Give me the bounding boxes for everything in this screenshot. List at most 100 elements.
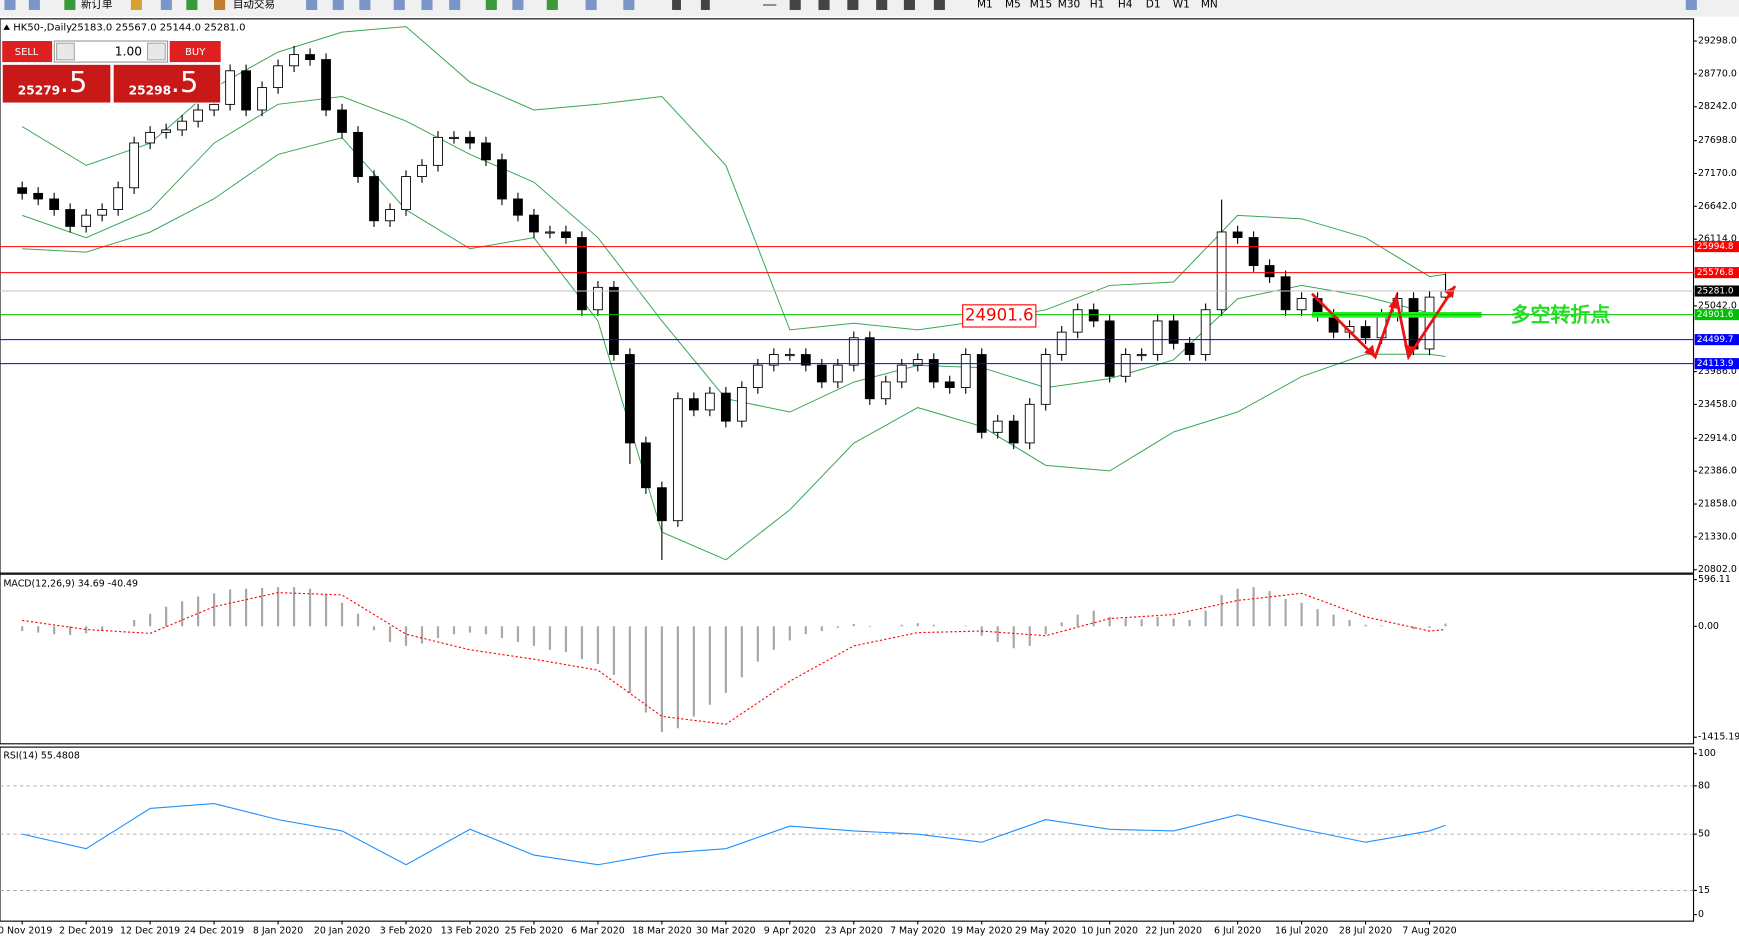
candle-body	[641, 442, 651, 489]
candle-body	[97, 209, 108, 216]
y-tick-label: 29298.0	[1698, 36, 1737, 47]
sell-button[interactable]	[2, 41, 53, 63]
x-tick-label: 18 Mar 2020	[632, 926, 692, 937]
candle-body	[1216, 231, 1227, 311]
price-level-box	[1694, 334, 1739, 346]
candle-body	[193, 109, 203, 122]
candle-body	[1232, 231, 1243, 239]
candle-body	[1152, 320, 1163, 355]
candle-body	[1088, 309, 1099, 322]
x-tick-label: 8 Jan 2020	[253, 926, 303, 937]
y-tick-label: 26642.0	[1698, 201, 1737, 212]
y-tick-label: 28770.0	[1698, 68, 1737, 79]
candle-body	[800, 354, 811, 366]
price-level-box	[1694, 358, 1739, 370]
timeframe-button[interactable]: M15	[1030, 0, 1052, 10]
x-tick-label: 23 Apr 2020	[825, 926, 883, 937]
candle-body	[33, 192, 44, 200]
candle-body	[177, 120, 187, 131]
candle-body	[960, 354, 971, 388]
x-tick-label: 29 May 2020	[1015, 926, 1076, 937]
lot-down[interactable]	[56, 42, 75, 61]
x-tick-label: 13 Feb 2020	[441, 926, 500, 937]
candle-body	[704, 392, 715, 411]
candle-body	[385, 209, 395, 222]
candle-body	[369, 176, 379, 222]
buy-label[interactable]: BUY	[185, 47, 206, 58]
candle-body	[529, 214, 539, 233]
trade-panel: SELL 1.00 BUY 25279 .5 25298 .5	[1, 40, 222, 104]
candle-body	[81, 214, 92, 227]
toolbar	[0, 0, 1739, 17]
timeframe-button[interactable]: M1	[977, 0, 993, 10]
candle-body	[401, 176, 411, 210]
candle-body	[688, 398, 699, 411]
candle-body	[1168, 320, 1179, 344]
buy-pip: .5	[171, 65, 199, 99]
macd-title: MACD(12,26,9) 34.69 -40.49	[3, 579, 138, 590]
candle-body	[561, 231, 571, 239]
timeframe-button[interactable]: M5	[1005, 0, 1021, 10]
y-tick-label: 28242.0	[1698, 101, 1737, 112]
x-tick-label: 20 Nov 2019	[0, 926, 52, 937]
sell-label[interactable]: SELL	[15, 47, 39, 58]
new-order-button[interactable]: 新订单	[81, 0, 113, 10]
candle-body	[1248, 237, 1259, 267]
price-level-label: 25994.8	[1697, 242, 1734, 252]
lot-input[interactable]	[53, 40, 169, 63]
x-tick-label: 6 Jul 2020	[1214, 926, 1261, 937]
candle-body	[417, 164, 427, 178]
candle-body	[816, 364, 827, 383]
y-tick-label: 23986.0	[1698, 366, 1737, 377]
price-level-box	[1694, 309, 1739, 321]
x-tick-label: 24 Dec 2019	[184, 926, 244, 937]
buy-price-box[interactable]	[112, 63, 222, 104]
candle-body	[736, 387, 747, 422]
candle-body	[321, 59, 331, 111]
timeframe-button[interactable]: D1	[1146, 0, 1161, 10]
candle-body	[497, 159, 507, 200]
annotation-box	[962, 304, 1037, 328]
timeframe-button[interactable]: H4	[1118, 0, 1133, 10]
x-tick-label: 3 Feb 2020	[380, 926, 433, 937]
timeframe-button[interactable]: W1	[1173, 0, 1190, 10]
price-level-label: 25576.8	[1697, 268, 1734, 278]
sell-price-box[interactable]	[1, 63, 112, 104]
timeframe-button[interactable]: M30	[1058, 0, 1080, 10]
x-tick-label: 2 Dec 2019	[59, 926, 113, 937]
y-tick-label: 50	[1698, 829, 1710, 840]
buy-button[interactable]	[169, 41, 221, 63]
chart-title: HK50-,Daily	[13, 23, 72, 34]
auto-trading-button[interactable]: 自动交易	[233, 0, 275, 10]
candle-body	[145, 131, 156, 144]
candle-body	[129, 142, 140, 189]
y-tick-label: 22914.0	[1698, 433, 1737, 444]
candle-body	[625, 354, 635, 444]
candle-body	[768, 354, 779, 366]
bollinger-band	[21, 26, 1446, 331]
candle-body	[209, 103, 219, 111]
candle-body	[848, 337, 859, 366]
macd-signal	[22, 592, 1446, 725]
timeframe-button[interactable]: H1	[1090, 0, 1105, 10]
candle-body	[1184, 342, 1195, 355]
x-tick-label: 7 May 2020	[890, 926, 945, 937]
y-tick-label: 23458.0	[1698, 399, 1737, 410]
candle-body	[49, 198, 60, 210]
collapse-icon	[3, 24, 10, 30]
timeframe-button[interactable]: MN	[1201, 0, 1218, 10]
lot-up[interactable]	[146, 42, 166, 61]
candle-body	[1104, 320, 1115, 377]
candle-body	[1040, 354, 1051, 405]
candle-body	[593, 286, 603, 311]
lot-value[interactable]: 1.00	[115, 45, 142, 59]
y-tick-label: 0	[1698, 909, 1704, 920]
x-tick-label: 9 Apr 2020	[764, 926, 816, 937]
y-tick-label: 0.00	[1698, 621, 1719, 632]
bollinger-band	[22, 137, 1446, 561]
macd-panel	[0, 573, 1695, 745]
x-tick-label: 30 Mar 2020	[696, 926, 756, 937]
candle-body	[433, 136, 443, 166]
price-level-box	[1694, 267, 1739, 279]
